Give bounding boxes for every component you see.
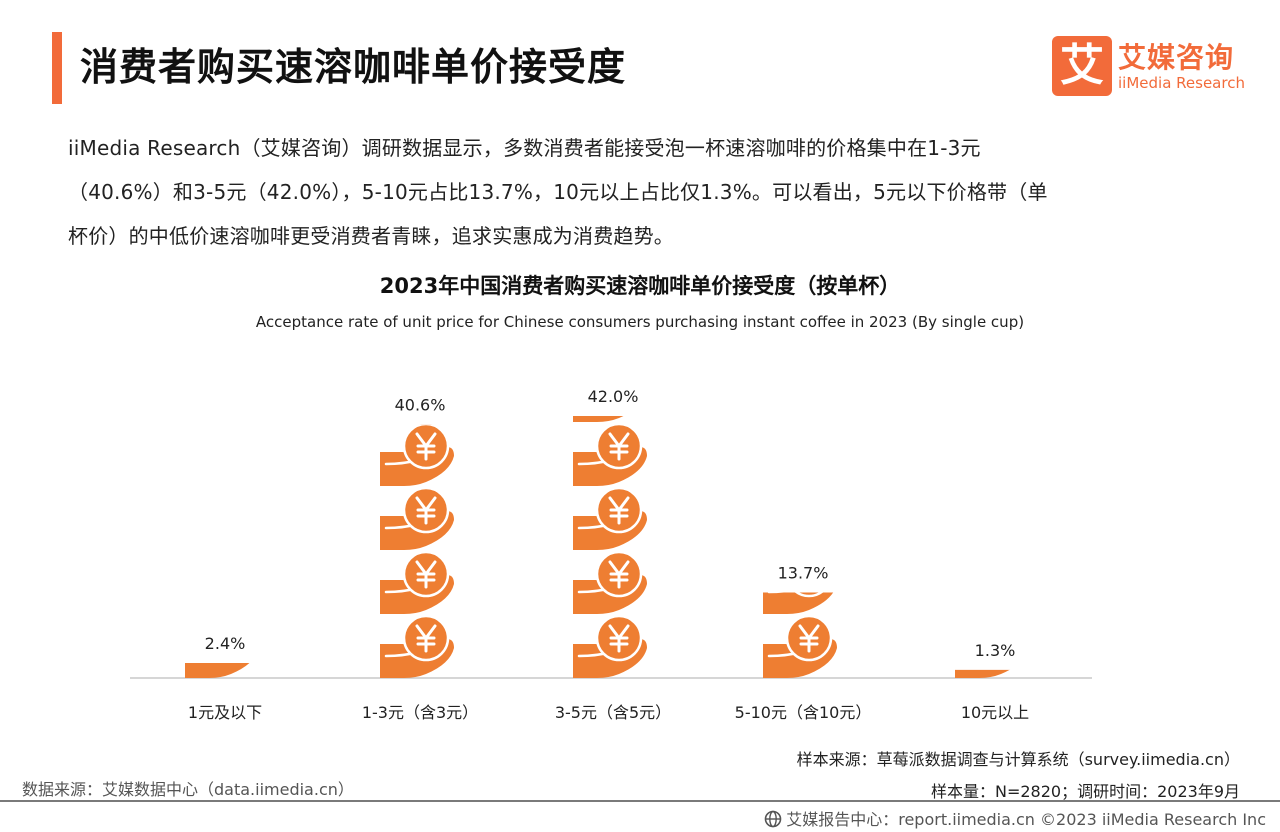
- chart-bar: [573, 416, 647, 678]
- description: iiMedia Research（艾媒咨询）调研数据显示，多数消费者能接受泡一杯…: [68, 126, 1218, 258]
- value-label: 40.6%: [395, 396, 446, 415]
- page-title: 消费者购买速溶咖啡单价接受度: [80, 45, 627, 89]
- chart-canvas: 2.4% 1元及以下 40.6% 1-3元（含3元） 42.0% 3-5元（含5元） 13.…: [130, 387, 1092, 722]
- description-line-2: （40.6%）和3-5元（42.0%），5-10元占比13.7%，10元以上占比…: [68, 180, 1048, 204]
- globe-icon: [764, 810, 782, 828]
- value-label: 1.3%: [975, 641, 1016, 660]
- chart-title: 2023年中国消费者购买速溶咖啡单价接受度（按单杯）: [379, 274, 901, 298]
- chart-bar: [763, 592, 837, 678]
- value-label: 13.7%: [778, 564, 829, 583]
- category-label: 10元以上: [961, 703, 1029, 722]
- category-label: 1-3元（含3元）: [362, 703, 478, 722]
- brand-logo: 艾 艾媒咨询 iiMedia Research: [1052, 36, 1252, 98]
- footer: 艾媒报告中心：report.iimedia.cn ©2023 iiMedia R…: [764, 806, 1266, 830]
- sample-size-note: 样本量：N=2820；调研时间：2023年9月: [931, 782, 1240, 801]
- chart-bar: [185, 663, 250, 678]
- sample-source-note: 样本来源：草莓派数据调查与计算系统（survey.iimedia.cn）: [796, 750, 1240, 769]
- logo-name-en: iiMedia Research: [1118, 74, 1245, 92]
- logo-name-cn: 艾媒咨询: [1118, 41, 1235, 74]
- chart-subtitle: Acceptance rate of unit price for Chines…: [255, 313, 1025, 331]
- value-label: 2.4%: [205, 634, 246, 653]
- value-label: 42.0%: [588, 387, 639, 406]
- description-line-3: 杯价）的中低价速溶咖啡更受消费者青睐，追求实惠成为消费趋势。: [68, 224, 674, 248]
- category-label: 1元及以下: [188, 703, 262, 722]
- category-label: 5-10元（含10元）: [735, 703, 872, 722]
- footer-divider: [0, 800, 1280, 802]
- logo-mark-icon: 艾: [1052, 36, 1112, 96]
- data-source-note: 数据来源：艾媒数据中心（data.iimedia.cn）: [22, 780, 354, 799]
- chart-bar: [955, 669, 1010, 678]
- footer-text: 艾媒报告中心：report.iimedia.cn ©2023 iiMedia R…: [786, 810, 1266, 829]
- chart-bar: [380, 424, 454, 678]
- category-label: 3-5元（含5元）: [555, 703, 671, 722]
- title-accent-bar: [52, 32, 62, 104]
- description-line-1: iiMedia Research（艾媒咨询）调研数据显示，多数消费者能接受泡一杯…: [68, 136, 981, 160]
